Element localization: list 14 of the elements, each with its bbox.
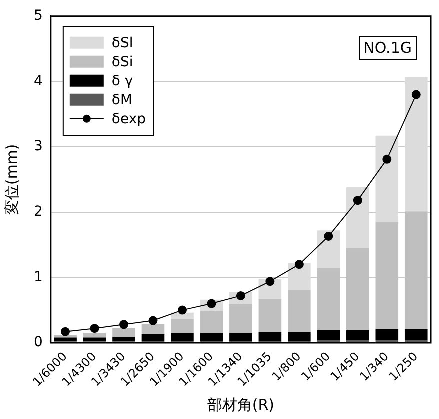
legend-label: δSi [112, 54, 134, 71]
y-tick-label: 4 [34, 73, 43, 90]
annotation: NO.1G [358, 36, 417, 60]
y-tick-label: 5 [34, 8, 43, 24]
y-tick-label: 0 [34, 334, 43, 351]
y-axis-title: 変位(mm) [2, 144, 21, 216]
legend-label: δexp [112, 112, 146, 128]
x-axis-title: 部材角(R) [207, 396, 275, 414]
y-tick-label: 1 [34, 269, 43, 286]
y-tick-label: 3 [34, 138, 43, 155]
legend-label: δM [112, 92, 133, 109]
y-tick-label: 2 [34, 204, 43, 220]
legend-label: δSl [112, 36, 134, 52]
legend-label: δ γ [112, 74, 134, 90]
